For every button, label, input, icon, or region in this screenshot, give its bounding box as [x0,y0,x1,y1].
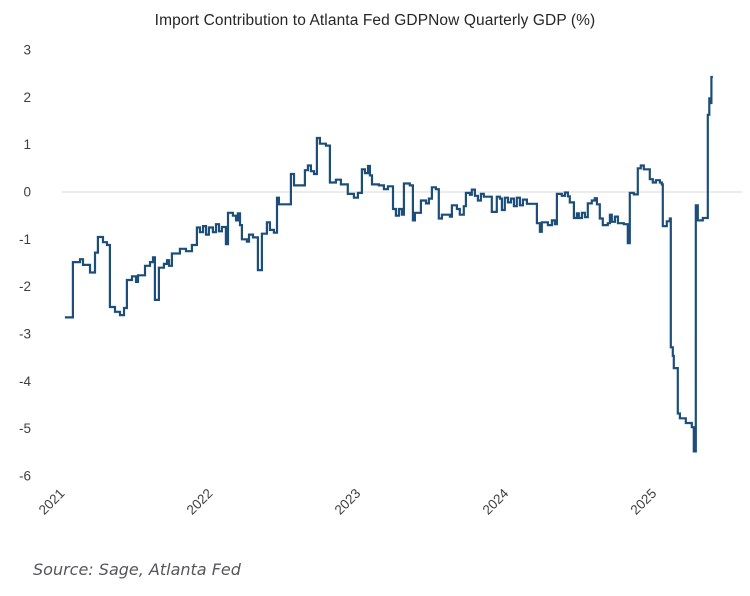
y-tick-label: -4 [19,374,31,389]
y-axis-tick-labels: 3 2 1 0 -1 -2 -3 -4 -5 -6 [19,43,31,484]
y-tick-label: -5 [19,421,31,436]
x-tick-label: 2022 [184,486,216,518]
plot-area: 3 2 1 0 -1 -2 -3 -4 -5 -6 2021 2022 2023 2024 2025 [19,43,742,518]
x-axis-tick-labels: 2021 2022 2023 2024 2025 [36,485,660,517]
y-tick-label: 3 [23,43,31,58]
y-tick-label: -2 [19,279,31,294]
y-tick-label: -3 [19,327,31,342]
y-tick-label: 1 [23,137,31,152]
data-line [64,75,713,453]
source-note: Source: Sage, Atlanta Fed [33,560,241,579]
x-tick-label: 2025 [628,486,660,518]
x-tick-label: 2024 [480,485,512,517]
y-tick-label: -6 [19,469,31,484]
x-tick-label: 2021 [36,486,68,518]
y-tick-label: 2 [23,90,31,105]
y-tick-label: -1 [19,232,31,247]
y-tick-label: 0 [23,185,31,200]
x-tick-label: 2023 [332,486,364,518]
chart-title: Import Contribution to Atlanta Fed GDPNo… [154,12,596,29]
